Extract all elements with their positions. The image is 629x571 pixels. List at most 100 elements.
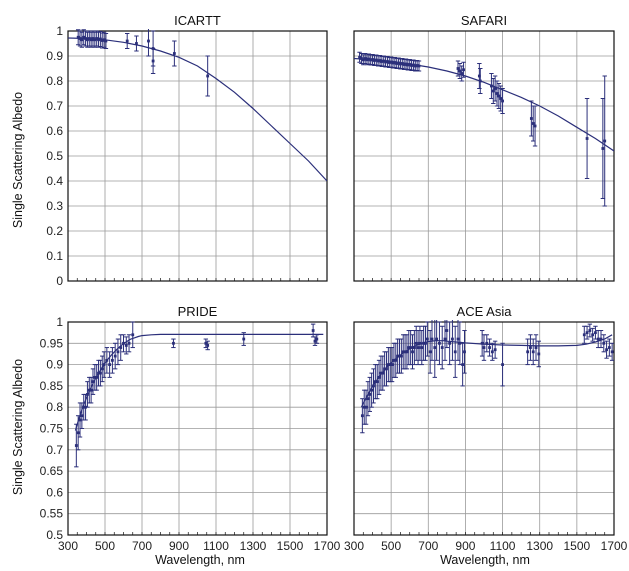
data-point — [130, 321, 135, 349]
point-marker — [97, 38, 100, 42]
point-marker — [396, 354, 400, 358]
data-point — [81, 29, 86, 46]
point-marker — [594, 331, 597, 335]
data-layer — [68, 29, 327, 182]
point-marker — [74, 444, 78, 447]
x-tick-label: 1100 — [203, 539, 229, 553]
point-marker — [415, 64, 419, 67]
point-marker — [425, 337, 429, 341]
x-tick-label: 1500 — [277, 539, 304, 553]
point-marker — [111, 358, 114, 362]
data-point — [484, 334, 489, 353]
x-tick-label: 700 — [132, 539, 152, 553]
data-layer — [74, 321, 324, 468]
point-marker — [82, 35, 86, 39]
x-tick-label: 1700 — [314, 539, 341, 553]
point-marker — [366, 397, 370, 401]
point-marker — [147, 39, 150, 43]
data-point — [582, 325, 587, 344]
point-marker — [360, 414, 364, 418]
data-point — [500, 88, 505, 114]
point-marker — [393, 61, 397, 64]
data-point — [367, 376, 372, 412]
point-marker — [501, 99, 504, 103]
x-axis-label-right: Wavelength, nm — [440, 553, 530, 567]
data-point — [110, 347, 115, 374]
point-marker — [242, 337, 246, 341]
data-point — [205, 55, 210, 97]
point-marker — [463, 350, 466, 354]
x-tick-label: 700 — [418, 539, 438, 553]
point-marker — [383, 367, 387, 371]
data-point — [440, 325, 445, 370]
point-marker — [408, 63, 412, 66]
point-marker — [386, 363, 390, 366]
point-marker — [456, 67, 460, 70]
point-marker — [78, 37, 82, 40]
point-marker — [605, 348, 608, 352]
data-point — [528, 334, 533, 361]
point-marker — [86, 393, 89, 396]
point-marker — [361, 58, 365, 62]
point-marker — [418, 341, 422, 345]
point-marker — [438, 341, 441, 345]
y-tick-label: 0.65 — [40, 464, 64, 478]
point-marker — [488, 346, 491, 349]
point-marker — [478, 79, 482, 83]
point-marker — [392, 358, 396, 362]
point-marker — [534, 346, 538, 349]
point-marker — [398, 354, 401, 358]
point-marker — [379, 371, 383, 375]
panel-safari: SAFARI — [353, 13, 615, 282]
point-marker — [451, 337, 454, 341]
data-point — [590, 327, 595, 342]
point-marker — [373, 59, 376, 62]
point-marker — [456, 337, 460, 341]
data-layer — [360, 320, 614, 434]
y-axis-label-bottom: Single Scattering Albedo — [11, 359, 25, 495]
point-marker — [406, 63, 410, 67]
y-tick-label: 0.8 — [46, 74, 63, 88]
point-marker — [315, 337, 319, 341]
y-tick-label: 0.55 — [40, 507, 64, 521]
panel-pride: PRIDE 0.5 0.55 0.6 0.65 0.7 0.75 0.8 0.85 0.9 0.95… — [40, 304, 341, 553]
point-marker — [413, 64, 417, 68]
data-point — [112, 342, 118, 370]
point-marker — [400, 62, 404, 65]
data-point — [429, 320, 435, 361]
point-marker — [375, 380, 379, 384]
point-marker — [461, 363, 465, 366]
x-tick-label: 300 — [58, 539, 78, 553]
point-marker — [394, 358, 398, 362]
point-marker — [206, 344, 210, 347]
point-marker — [531, 350, 535, 354]
point-marker — [385, 367, 388, 371]
point-marker — [122, 341, 125, 345]
y-tick-label: 0.6 — [46, 485, 63, 499]
point-marker — [433, 346, 437, 349]
point-marker — [391, 61, 395, 65]
data-point — [241, 332, 246, 346]
data-point — [312, 336, 318, 346]
point-marker — [533, 124, 537, 128]
fit-curve — [68, 37, 327, 182]
point-marker — [374, 58, 378, 62]
y-tick-label: 0.4 — [46, 174, 63, 188]
data-point — [363, 389, 369, 425]
data-point — [602, 75, 607, 207]
point-marker — [386, 60, 389, 63]
data-point — [601, 334, 606, 353]
point-marker — [370, 388, 374, 392]
point-marker — [371, 58, 374, 61]
data-point — [609, 342, 614, 361]
data-point — [442, 320, 448, 361]
data-point — [432, 320, 437, 378]
data-point — [94, 30, 99, 47]
point-marker — [376, 59, 380, 63]
point-marker — [388, 363, 392, 366]
point-marker — [206, 74, 210, 78]
point-marker — [78, 418, 82, 422]
point-marker — [482, 346, 486, 349]
point-marker — [417, 64, 421, 68]
data-point — [598, 330, 604, 349]
